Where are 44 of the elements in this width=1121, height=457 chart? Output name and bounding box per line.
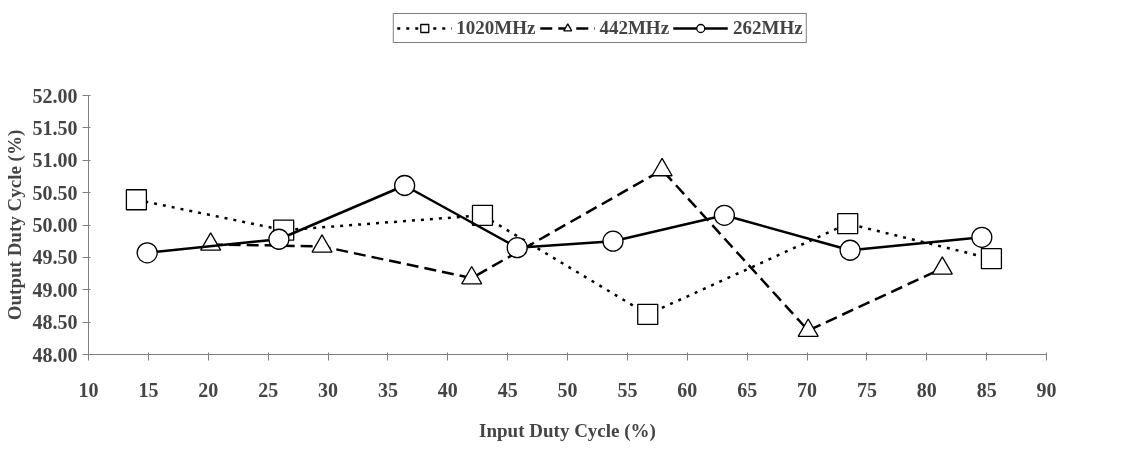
x-tick-label: 15: [138, 378, 159, 401]
y-tick-label: 51.00: [32, 149, 78, 172]
x-tick-label: 55: [617, 378, 638, 401]
x-axis-title: Input Duty Cycle (%): [479, 419, 656, 442]
y-tick-label: 52.00: [32, 84, 78, 107]
y-tick-label: 51.50: [32, 116, 78, 139]
y-tick-label: 48.00: [32, 343, 78, 366]
y-tick-label: 49.50: [32, 246, 78, 269]
point: [471, 204, 494, 226]
x-tick-label: 70: [797, 378, 817, 401]
y-tick-label: 48.50: [32, 311, 78, 334]
point: [268, 228, 290, 250]
point: [637, 303, 659, 326]
legend-label: 262MHz: [733, 16, 803, 39]
x-tick-label: 10: [78, 378, 99, 401]
x-tick-label: 35: [377, 378, 398, 401]
x-tick-label: 40: [437, 378, 458, 401]
point: [980, 248, 1003, 270]
point: [839, 239, 861, 261]
y-axis-title: Output Duty Cycle (%): [3, 129, 26, 321]
x-tick-label: 25: [258, 378, 279, 401]
point: [837, 213, 859, 235]
legend-label: 442MHz: [599, 16, 670, 39]
point: [506, 237, 528, 259]
y-tick-label: 50.50: [32, 181, 78, 204]
point: [136, 242, 158, 264]
point: [713, 204, 736, 226]
x-tick-label: 20: [198, 378, 219, 401]
x-tick-label: 65: [737, 378, 758, 401]
x-tick-label: 45: [497, 378, 518, 401]
x-tick-label: 90: [1036, 378, 1057, 401]
x-tick-label: 50: [557, 378, 578, 401]
x-tick-label: 85: [976, 378, 997, 401]
point: [125, 189, 148, 211]
y-tick-label: 50.00: [32, 214, 78, 236]
x-tick-label: 30: [318, 378, 338, 401]
x-tick-label: 60: [677, 378, 698, 401]
x-tick-label: 75: [856, 378, 877, 401]
x-tick-label: 80: [916, 378, 937, 401]
point: [971, 226, 993, 248]
point: [393, 174, 416, 197]
point: [602, 230, 624, 252]
y-tick-label: 49.00: [32, 278, 78, 301]
legend-label: 1020MHz: [456, 16, 536, 39]
